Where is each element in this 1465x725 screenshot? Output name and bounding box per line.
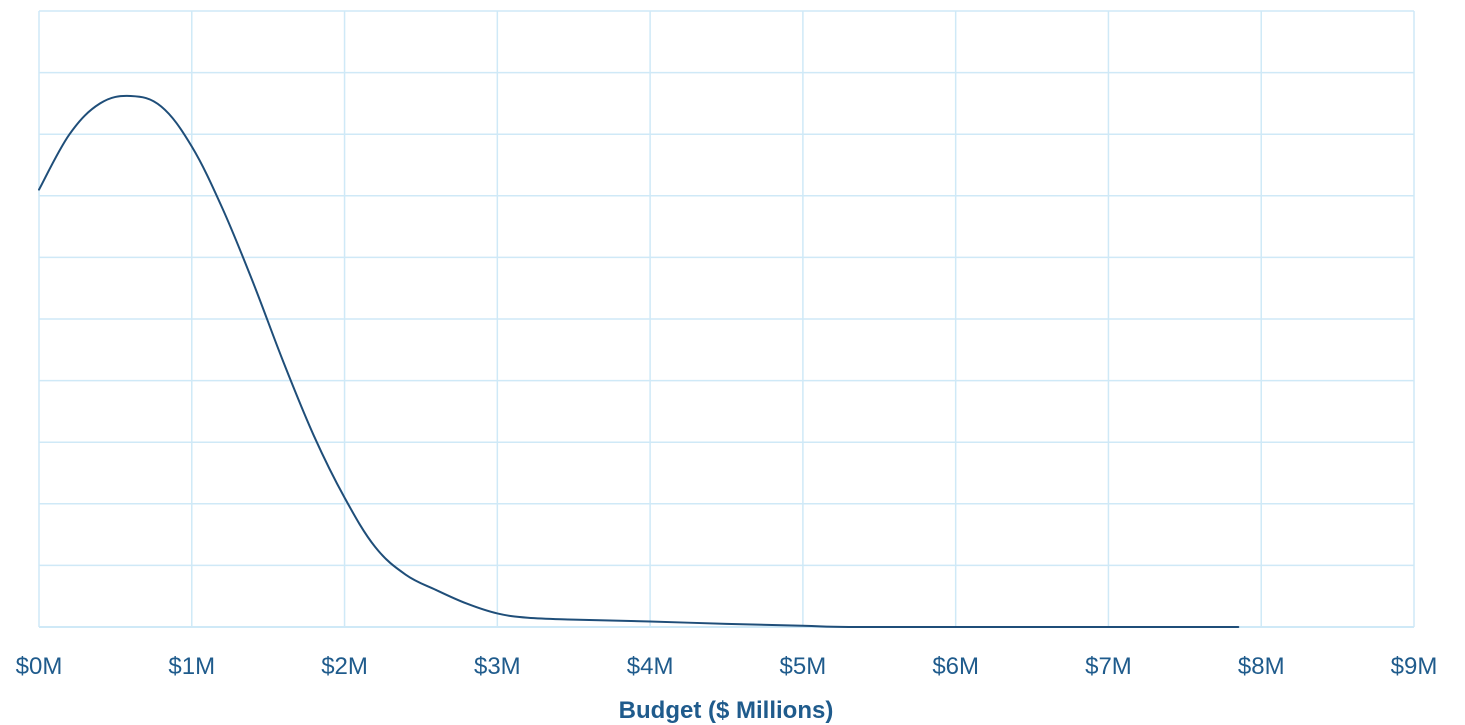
x-tick-label: $2M [321, 653, 368, 680]
x-tick-label: $8M [1238, 653, 1285, 680]
x-axis-title: Budget ($ Millions) [619, 697, 834, 724]
x-tick-label: $3M [474, 653, 521, 680]
x-tick-label: $5M [780, 653, 827, 680]
x-tick-label: $4M [627, 653, 674, 680]
density-curve-0 [38, 94, 1240, 629]
x-tick-label: $1M [168, 653, 215, 680]
x-tick-label: $0M [16, 653, 63, 680]
x-tick-label: $9M [1391, 653, 1438, 680]
grid-lines [38, 10, 1415, 628]
series-layer [38, 94, 1240, 629]
x-tick-label: $6M [932, 653, 979, 680]
x-tick-label: $7M [1085, 653, 1132, 680]
x-tick-labels: $0M $1M $2M $3M $4M $5M $6M $7M $8M $9M [16, 653, 1438, 680]
